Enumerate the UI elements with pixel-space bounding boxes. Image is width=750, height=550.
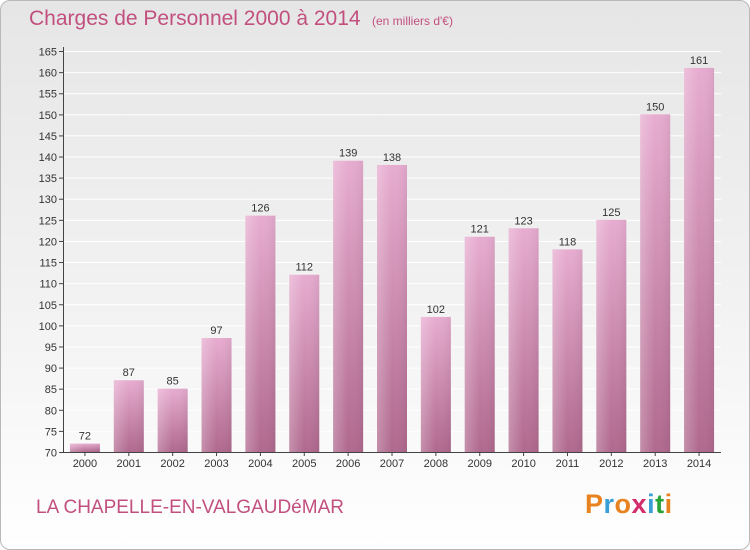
bar-value-label: 121	[471, 224, 489, 236]
chart-subtitle: (en milliers d'€)	[372, 14, 453, 28]
bar-highlight	[157, 388, 188, 452]
x-tick-label: 2006	[336, 458, 360, 470]
y-tick-label: 140	[39, 152, 57, 164]
proxiti-logo: Proxiti	[585, 489, 673, 520]
y-tick-label: 90	[45, 363, 57, 375]
y-tick-label: 70	[45, 448, 57, 460]
bar-highlight	[113, 380, 144, 452]
bar-highlight	[684, 67, 715, 452]
bar-value-label: 112	[295, 262, 313, 274]
logo-letter: i	[647, 489, 656, 519]
chart-title: Charges de Personnel 2000 à 2014	[29, 7, 361, 30]
y-tick-label: 95	[45, 342, 57, 354]
logo-letter: x	[631, 489, 648, 519]
labels: 70 75 80 85 90 95 100 105 110 115 120 125 130 135 140 1…	[39, 47, 712, 471]
bar-value-label: 126	[251, 203, 269, 215]
x-tick-label: 2010	[511, 458, 535, 470]
x-tick-label: 2004	[248, 458, 272, 470]
bar-highlight	[377, 164, 407, 452]
y-tick-label: 100	[39, 321, 57, 333]
x-tick-label: 2003	[204, 458, 228, 470]
bar-value-label: 97	[210, 325, 222, 337]
x-tick-label: 2013	[643, 458, 667, 470]
bar-value-label: 85	[167, 376, 179, 388]
y-tick-label: 130	[39, 194, 57, 206]
y-tick-label: 155	[39, 89, 57, 101]
axes	[59, 47, 721, 456]
bar-value-label: 139	[339, 148, 357, 160]
y-tick-label: 145	[39, 131, 57, 143]
bar-value-label: 138	[383, 152, 401, 164]
x-tick-label: 2000	[73, 458, 97, 470]
y-tick-label: 85	[45, 384, 57, 396]
bar-highlight	[596, 219, 627, 452]
bar-value-label: 123	[514, 215, 532, 227]
bar-highlight	[201, 338, 232, 452]
bar-highlight	[69, 443, 100, 452]
y-tick-label: 160	[39, 68, 57, 80]
x-tick-label: 2001	[117, 458, 141, 470]
logo-letter: i	[664, 489, 673, 519]
y-tick-label: 110	[39, 279, 57, 291]
x-tick-label: 2014	[687, 458, 711, 470]
bar-highlight	[508, 228, 539, 452]
x-tick-label: 2009	[467, 458, 491, 470]
bar-highlight	[640, 114, 671, 452]
x-tick-label: 2007	[380, 458, 404, 470]
logo-letter: o	[614, 489, 632, 519]
y-tick-label: 125	[39, 215, 57, 227]
bar-highlight	[464, 236, 495, 452]
bar-highlight	[420, 316, 451, 452]
logo-letter: P	[585, 489, 604, 519]
bars	[69, 67, 715, 452]
logo-letter: r	[603, 489, 615, 519]
bar-highlight	[289, 274, 320, 452]
x-tick-label: 2005	[292, 458, 316, 470]
y-tick-label: 150	[39, 110, 57, 122]
bar-value-label: 87	[123, 367, 135, 379]
x-tick-label: 2011	[556, 458, 580, 470]
bar-value-label: 125	[602, 207, 620, 219]
y-tick-label: 115	[39, 258, 57, 270]
y-tick-label: 80	[45, 405, 57, 417]
bar-value-label: 118	[559, 236, 577, 248]
bar-value-label: 161	[690, 55, 708, 67]
logo-letter: t	[655, 489, 665, 519]
bar-highlight	[333, 160, 364, 452]
y-tick-label: 120	[39, 236, 57, 248]
y-tick-label: 105	[39, 300, 57, 312]
y-tick-label: 75	[45, 426, 57, 438]
bar-highlight	[245, 215, 276, 452]
y-tick-label: 135	[39, 173, 57, 185]
bar-value-label: 102	[427, 304, 445, 316]
bar-value-label: 72	[79, 431, 91, 443]
commune-name: LA CHAPELLE-EN-VALGAUDéMAR	[36, 497, 344, 518]
x-tick-label: 2002	[160, 458, 184, 470]
x-tick-label: 2008	[424, 458, 448, 470]
x-tick-label: 2012	[599, 458, 623, 470]
bar-highlight	[552, 249, 583, 452]
bar-value-label: 150	[646, 101, 664, 113]
y-tick-label: 165	[39, 47, 57, 59]
